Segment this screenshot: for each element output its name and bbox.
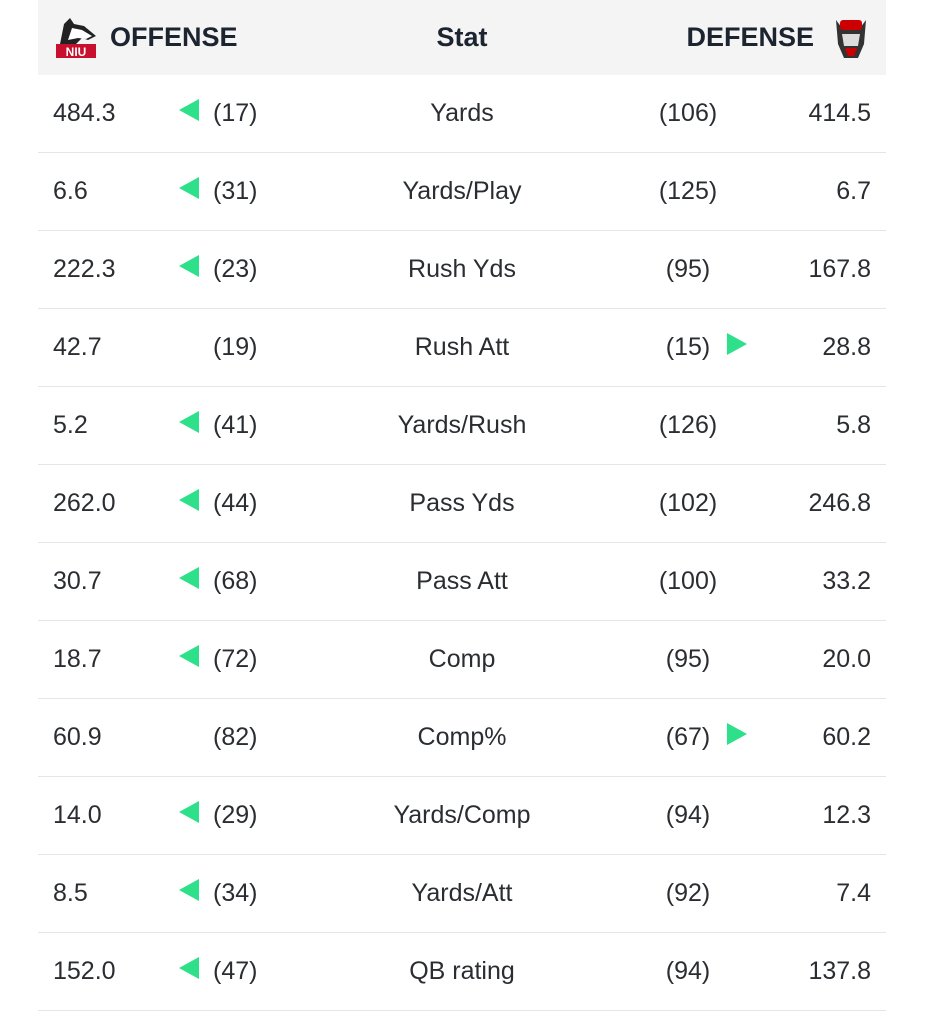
defense-rank: (94): [665, 957, 711, 985]
table-row: 6.6 (31) Yards/Play (125) 6.7: [38, 153, 886, 231]
table-row: 222.3 (23) Rush Yds (95) 167.8: [38, 231, 886, 309]
defense-rank: (106): [658, 99, 718, 127]
table-row: 14.0 (29) Yards/Comp (94) 12.3: [38, 777, 886, 855]
offense-value: 18.7: [53, 645, 102, 673]
stat-label: Yards/Rush: [397, 411, 527, 439]
defense-rank: (100): [658, 567, 718, 595]
defense-rank: (102): [658, 489, 718, 517]
defense-rank: (15): [665, 333, 711, 361]
offense-rank: (17): [213, 99, 258, 127]
stat-label: Yards/Att: [411, 879, 513, 907]
defense-value: 60.2: [822, 723, 871, 751]
table-row: 484.3 (17) Yards (106) 414.5: [38, 75, 886, 153]
defense-value: 137.8: [808, 957, 871, 985]
advantage-arrow-left-icon: [179, 99, 199, 121]
advantage-arrow-left-icon: [179, 255, 199, 277]
offense-value: 222.3: [53, 255, 116, 283]
defense-rank: (94): [665, 801, 711, 829]
advantage-arrow-left-icon: [179, 177, 199, 199]
table-row: 18.7 (72) Comp (95) 20.0: [38, 621, 886, 699]
offense-rank: (47): [213, 957, 258, 985]
offense-rank: (82): [213, 723, 258, 751]
svg-text:NIU: NIU: [66, 45, 87, 59]
advantage-arrow-left-icon: [179, 957, 199, 979]
advantage-arrow-left-icon: [179, 567, 199, 589]
table-row: 5.2 (41) Yards/Rush (126) 5.8: [38, 387, 886, 465]
defense-value: 414.5: [808, 99, 871, 127]
stat-label: Comp: [428, 645, 496, 673]
advantage-arrow-left-icon: [179, 411, 199, 433]
offense-rank: (19): [213, 333, 258, 361]
offense-value: 30.7: [53, 567, 102, 595]
offense-value: 14.0: [53, 801, 102, 829]
offense-rank: (44): [213, 489, 258, 517]
nc-state-wolf-logo: [836, 20, 866, 58]
advantage-arrow-left-icon: [179, 879, 199, 901]
stat-label: Rush Att: [414, 333, 510, 361]
defense-value: 28.8: [822, 333, 871, 361]
table-header: NIU OFFENSE Stat DEFENSE: [38, 0, 886, 75]
offense-rank: (34): [213, 879, 258, 907]
defense-value: 20.0: [822, 645, 871, 673]
defense-value: 246.8: [808, 489, 871, 517]
stats-comparison-table: NIU OFFENSE Stat DEFENSE 484.3 (17) Yards (…: [38, 0, 886, 1011]
defense-rank: (95): [665, 255, 711, 283]
offense-rank: (29): [213, 801, 258, 829]
offense-value: 42.7: [53, 333, 102, 361]
offense-rank: (72): [213, 645, 258, 673]
offense-value: 6.6: [53, 177, 88, 205]
offense-value: 8.5: [53, 879, 88, 907]
advantage-arrow-right-icon: [727, 333, 747, 355]
stat-label: Yards: [430, 99, 494, 127]
stat-label: Comp%: [417, 723, 507, 751]
advantage-arrow-right-icon: [727, 723, 747, 745]
offense-rank: (23): [213, 255, 258, 283]
defense-rank: (126): [658, 411, 718, 439]
stat-label: Pass Yds: [409, 489, 515, 517]
table-row: 262.0 (44) Pass Yds (102) 246.8: [38, 465, 886, 543]
defense-value: 33.2: [822, 567, 871, 595]
defense-rank: (95): [665, 645, 711, 673]
stat-label: Rush Yds: [408, 255, 516, 283]
niu-huskies-logo: NIU: [56, 18, 96, 59]
advantage-arrow-left-icon: [179, 489, 199, 511]
defense-value: 7.4: [836, 879, 871, 907]
offense-value: 152.0: [53, 957, 116, 985]
defense-rank: (92): [665, 879, 711, 907]
offense-rank: (68): [213, 567, 258, 595]
stat-label: Yards/Comp: [393, 801, 531, 829]
table-row: 60.9 (82) Comp% (67) 60.2: [38, 699, 886, 777]
advantage-arrow-left-icon: [179, 645, 199, 667]
defense-value: 12.3: [822, 801, 871, 829]
defense-value: 5.8: [836, 411, 871, 439]
table-row: 30.7 (68) Pass Att (100) 33.2: [38, 543, 886, 621]
offense-value: 60.9: [53, 723, 102, 751]
defense-rank: (125): [658, 177, 718, 205]
defense-rank: (67): [665, 723, 711, 751]
offense-header: OFFENSE: [110, 22, 238, 52]
stat-header: Stat: [436, 22, 488, 52]
defense-value: 167.8: [808, 255, 871, 283]
offense-value: 484.3: [53, 99, 116, 127]
offense-value: 5.2: [53, 411, 88, 439]
defense-header: DEFENSE: [686, 22, 814, 52]
offense-rank: (31): [213, 177, 258, 205]
table-row: 152.0 (47) QB rating (94) 137.8: [38, 933, 886, 1011]
offense-rank: (41): [213, 411, 258, 439]
table-row: 42.7 (19) Rush Att (15) 28.8: [38, 309, 886, 387]
stat-label: Pass Att: [416, 567, 508, 595]
defense-value: 6.7: [836, 177, 871, 205]
offense-value: 262.0: [53, 489, 116, 517]
table-row: 8.5 (34) Yards/Att (92) 7.4: [38, 855, 886, 933]
stat-label: QB rating: [409, 957, 515, 985]
stat-label: Yards/Play: [402, 177, 522, 205]
advantage-arrow-left-icon: [179, 801, 199, 823]
